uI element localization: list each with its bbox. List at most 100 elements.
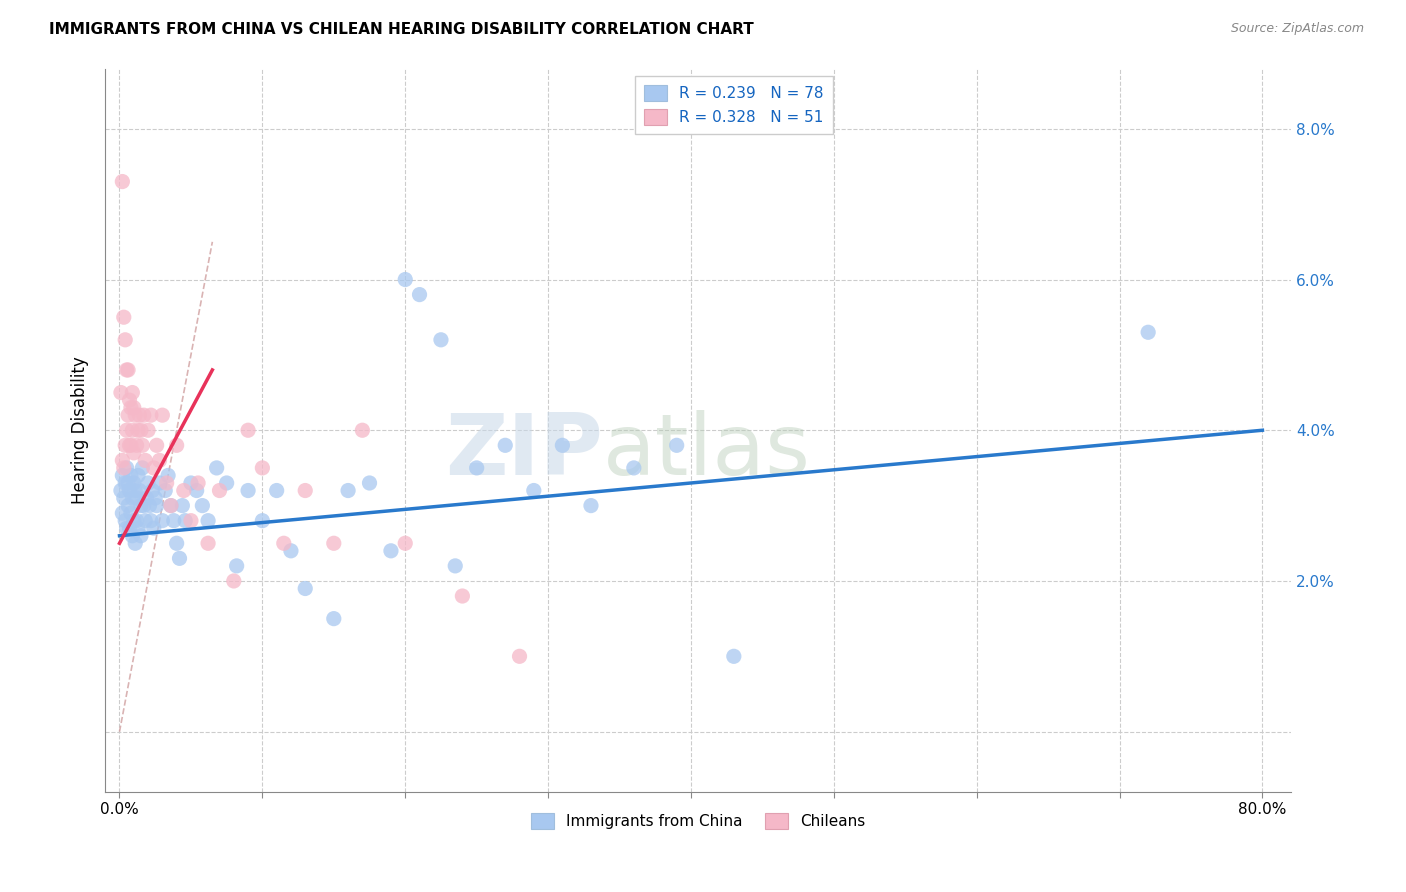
Point bbox=[129, 423, 152, 437]
Point bbox=[131, 438, 153, 452]
Point bbox=[451, 589, 474, 603]
Point bbox=[430, 333, 453, 347]
Point bbox=[111, 453, 134, 467]
Point bbox=[114, 514, 136, 528]
Point bbox=[136, 423, 159, 437]
Point bbox=[127, 423, 149, 437]
Point bbox=[444, 558, 467, 573]
Point bbox=[138, 499, 160, 513]
Point bbox=[208, 483, 231, 498]
Text: Source: ZipAtlas.com: Source: ZipAtlas.com bbox=[1230, 22, 1364, 36]
Point bbox=[112, 310, 135, 325]
Point bbox=[322, 612, 344, 626]
Point bbox=[322, 536, 344, 550]
Point bbox=[150, 408, 173, 422]
Point bbox=[173, 483, 195, 498]
Point bbox=[191, 499, 214, 513]
Text: ZIP: ZIP bbox=[446, 410, 603, 493]
Point bbox=[359, 475, 381, 490]
Point bbox=[117, 475, 139, 490]
Point bbox=[180, 514, 202, 528]
Point bbox=[110, 483, 132, 498]
Point bbox=[523, 483, 546, 498]
Point bbox=[408, 287, 430, 301]
Point bbox=[1137, 326, 1160, 340]
Point bbox=[118, 393, 141, 408]
Point bbox=[136, 475, 159, 490]
Point bbox=[579, 499, 602, 513]
Point bbox=[157, 468, 180, 483]
Point bbox=[623, 461, 645, 475]
Point bbox=[509, 649, 531, 664]
Point bbox=[465, 461, 488, 475]
Point bbox=[115, 423, 138, 437]
Point bbox=[122, 401, 145, 415]
Point bbox=[120, 438, 142, 452]
Point bbox=[118, 521, 141, 535]
Point bbox=[145, 438, 167, 452]
Point bbox=[150, 514, 173, 528]
Point bbox=[186, 483, 208, 498]
Point bbox=[121, 491, 143, 505]
Point bbox=[174, 514, 197, 528]
Point bbox=[125, 514, 148, 528]
Point bbox=[111, 468, 134, 483]
Point bbox=[380, 544, 402, 558]
Point bbox=[252, 461, 274, 475]
Point bbox=[131, 461, 153, 475]
Point bbox=[252, 514, 274, 528]
Point bbox=[122, 514, 145, 528]
Point bbox=[124, 536, 146, 550]
Point bbox=[494, 438, 516, 452]
Point bbox=[129, 529, 152, 543]
Point bbox=[155, 483, 177, 498]
Point bbox=[124, 483, 146, 498]
Point bbox=[273, 536, 295, 550]
Point bbox=[352, 423, 374, 437]
Point bbox=[394, 536, 416, 550]
Point bbox=[115, 363, 138, 377]
Point bbox=[148, 475, 170, 490]
Point bbox=[723, 649, 745, 664]
Point bbox=[134, 453, 156, 467]
Y-axis label: Hearing Disability: Hearing Disability bbox=[72, 357, 89, 504]
Point bbox=[122, 475, 145, 490]
Point bbox=[121, 423, 143, 437]
Point bbox=[665, 438, 688, 452]
Point bbox=[205, 461, 228, 475]
Point bbox=[127, 521, 149, 535]
Point bbox=[118, 438, 141, 452]
Point bbox=[280, 544, 302, 558]
Point bbox=[125, 438, 148, 452]
Point bbox=[139, 514, 162, 528]
Point bbox=[127, 468, 149, 483]
Point bbox=[121, 529, 143, 543]
Point bbox=[141, 483, 163, 498]
Point bbox=[114, 438, 136, 452]
Point bbox=[294, 483, 316, 498]
Point bbox=[222, 574, 245, 588]
Point bbox=[128, 408, 150, 422]
Point bbox=[139, 408, 162, 422]
Point bbox=[163, 514, 186, 528]
Point bbox=[110, 385, 132, 400]
Point bbox=[128, 483, 150, 498]
Point bbox=[120, 506, 142, 520]
Point bbox=[120, 401, 142, 415]
Point bbox=[225, 558, 247, 573]
Point bbox=[112, 461, 135, 475]
Text: IMMIGRANTS FROM CHINA VS CHILEAN HEARING DISABILITY CORRELATION CHART: IMMIGRANTS FROM CHINA VS CHILEAN HEARING… bbox=[49, 22, 754, 37]
Point bbox=[129, 499, 152, 513]
Point bbox=[266, 483, 288, 498]
Point bbox=[145, 499, 167, 513]
Point bbox=[111, 175, 134, 189]
Point bbox=[134, 514, 156, 528]
Legend: Immigrants from China, Chileans: Immigrants from China, Chileans bbox=[524, 806, 872, 835]
Point bbox=[125, 491, 148, 505]
Point bbox=[166, 438, 188, 452]
Point bbox=[143, 491, 166, 505]
Point bbox=[166, 536, 188, 550]
Point bbox=[160, 499, 183, 513]
Point bbox=[169, 551, 191, 566]
Point bbox=[120, 468, 142, 483]
